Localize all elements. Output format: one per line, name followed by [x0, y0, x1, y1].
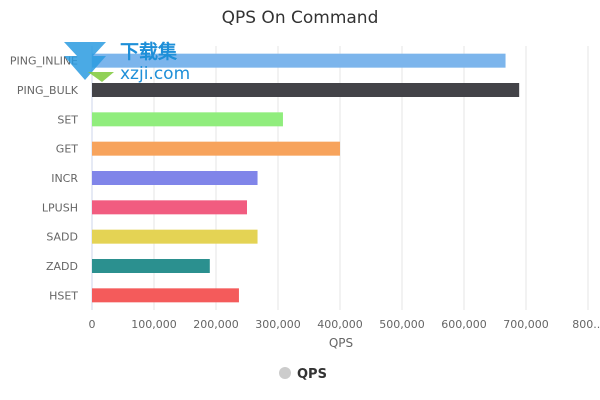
- watermark-text-bottom: xzji.com: [120, 64, 190, 84]
- x-tick-label: 500,000: [379, 318, 425, 331]
- watermark-logo: 下载集 xzji.com: [64, 40, 190, 84]
- x-tick-label: 800...: [572, 318, 600, 331]
- x-tick-label: 200,000: [193, 318, 239, 331]
- x-axis-title: QPS: [329, 336, 353, 350]
- x-tick-label: 400,000: [317, 318, 363, 331]
- category-label: HSET: [49, 289, 78, 302]
- category-label: INCR: [51, 172, 78, 185]
- bar-incr[interactable]: [92, 171, 258, 185]
- category-label: SADD: [46, 231, 78, 244]
- legend-marker: [279, 367, 291, 379]
- category-label: GET: [56, 143, 78, 156]
- x-tick-label: 0: [89, 318, 96, 331]
- chart-title: QPS On Command: [222, 8, 379, 28]
- bar-sadd[interactable]: [92, 229, 258, 244]
- bar-ping-bulk[interactable]: [92, 83, 520, 97]
- legend[interactable]: QPS: [279, 367, 327, 382]
- bars: [92, 53, 520, 303]
- x-tick-label: 700,000: [503, 318, 549, 331]
- category-labels: PING_INLINE PING_BULK SET GET INCR LPUSH SADD Z…: [10, 55, 79, 303]
- category-label: SET: [57, 113, 78, 126]
- category-label: PING_INLINE: [10, 55, 78, 68]
- legend-label: QPS: [297, 367, 327, 382]
- x-tick-label: 300,000: [255, 318, 301, 331]
- category-label: PING_BULK: [17, 84, 79, 97]
- bar-hset[interactable]: [92, 288, 239, 303]
- watermark-arrow-icon: [64, 42, 106, 80]
- category-label: ZADD: [46, 260, 78, 273]
- category-label: LPUSH: [42, 201, 78, 214]
- watermark-text-top: 下载集: [120, 40, 178, 63]
- bar-ping-inline[interactable]: [92, 53, 506, 68]
- bar-get[interactable]: [92, 141, 340, 156]
- bar-lpush[interactable]: [92, 200, 247, 215]
- watermark-accent-icon: [88, 72, 114, 82]
- bar-set[interactable]: [92, 112, 283, 127]
- x-tick-label: 100,000: [131, 318, 177, 331]
- x-tick-labels: 0 100,000 200,000 300,000 400,000 500,000 600,…: [89, 318, 600, 331]
- x-tick-label: 600,000: [441, 318, 487, 331]
- bar-zadd[interactable]: [92, 259, 210, 273]
